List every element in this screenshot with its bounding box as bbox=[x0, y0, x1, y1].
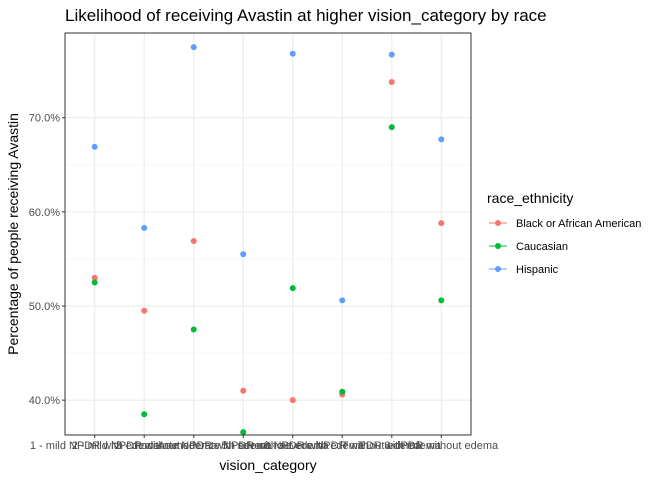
data-point bbox=[91, 279, 98, 286]
legend-title: race_ethnicity bbox=[487, 190, 573, 206]
data-point bbox=[240, 251, 247, 258]
legend-label: Hispanic bbox=[516, 264, 559, 276]
legend-label: Caucasian bbox=[516, 241, 568, 253]
y-tick-label: 50.0% bbox=[29, 301, 60, 313]
y-tick-label: 40.0% bbox=[29, 395, 60, 407]
data-point bbox=[388, 124, 395, 131]
data-point bbox=[190, 44, 197, 51]
y-axis: 40.0% 50.0% 60.0% 70.0% bbox=[29, 113, 65, 407]
legend-key-point bbox=[495, 266, 501, 272]
x-tick-label: 7 - PDR with edema bbox=[343, 440, 442, 452]
y-tick-label: 70.0% bbox=[29, 113, 60, 125]
data-point bbox=[289, 397, 296, 404]
data-point bbox=[339, 388, 346, 395]
data-point bbox=[339, 297, 346, 304]
data-point bbox=[438, 297, 445, 304]
data-point bbox=[438, 220, 445, 227]
data-point bbox=[190, 238, 197, 245]
data-point bbox=[141, 307, 148, 314]
data-point bbox=[240, 387, 247, 394]
x-axis-title: vision_category bbox=[219, 457, 316, 473]
x-tick-label: 8 - PDR without edema bbox=[384, 440, 499, 452]
data-point bbox=[289, 50, 296, 57]
data-point bbox=[438, 136, 445, 143]
plot-panel bbox=[65, 33, 471, 435]
legend: race_ethnicity Black or African American… bbox=[487, 190, 641, 276]
legend-key-point bbox=[495, 243, 501, 249]
data-points bbox=[91, 44, 445, 436]
y-tick-label: 60.0% bbox=[29, 207, 60, 219]
x-tick-label: 2 - mild NPDR without edema bbox=[72, 440, 218, 452]
grid bbox=[65, 33, 471, 435]
data-point bbox=[91, 274, 98, 281]
legend-label: Black or African American bbox=[516, 218, 641, 230]
data-point bbox=[91, 143, 98, 150]
plot-border bbox=[64, 32, 472, 436]
data-point bbox=[240, 429, 247, 436]
x-tick-label: 3 - moderate NPDR with edema bbox=[116, 440, 273, 452]
data-point bbox=[388, 51, 395, 58]
chart-title: Likelihood of receiving Avastin at highe… bbox=[65, 6, 547, 25]
data-point bbox=[190, 326, 197, 333]
y-axis-title: Percentage of people receiving Avastin bbox=[5, 113, 21, 355]
data-point bbox=[388, 78, 395, 85]
data-point bbox=[141, 411, 148, 418]
x-tick-label: 6 - severe NPDR without edema bbox=[263, 440, 422, 452]
data-point bbox=[289, 285, 296, 292]
x-tick-label: 1 - mild NPDR with edema bbox=[30, 440, 160, 452]
x-tick-label: 4 - moderate NPDR without edema bbox=[158, 440, 330, 452]
legend-key-point bbox=[495, 220, 501, 226]
x-tick-label: 5 - severe NPDR with edema bbox=[222, 440, 365, 452]
data-point bbox=[141, 224, 148, 231]
